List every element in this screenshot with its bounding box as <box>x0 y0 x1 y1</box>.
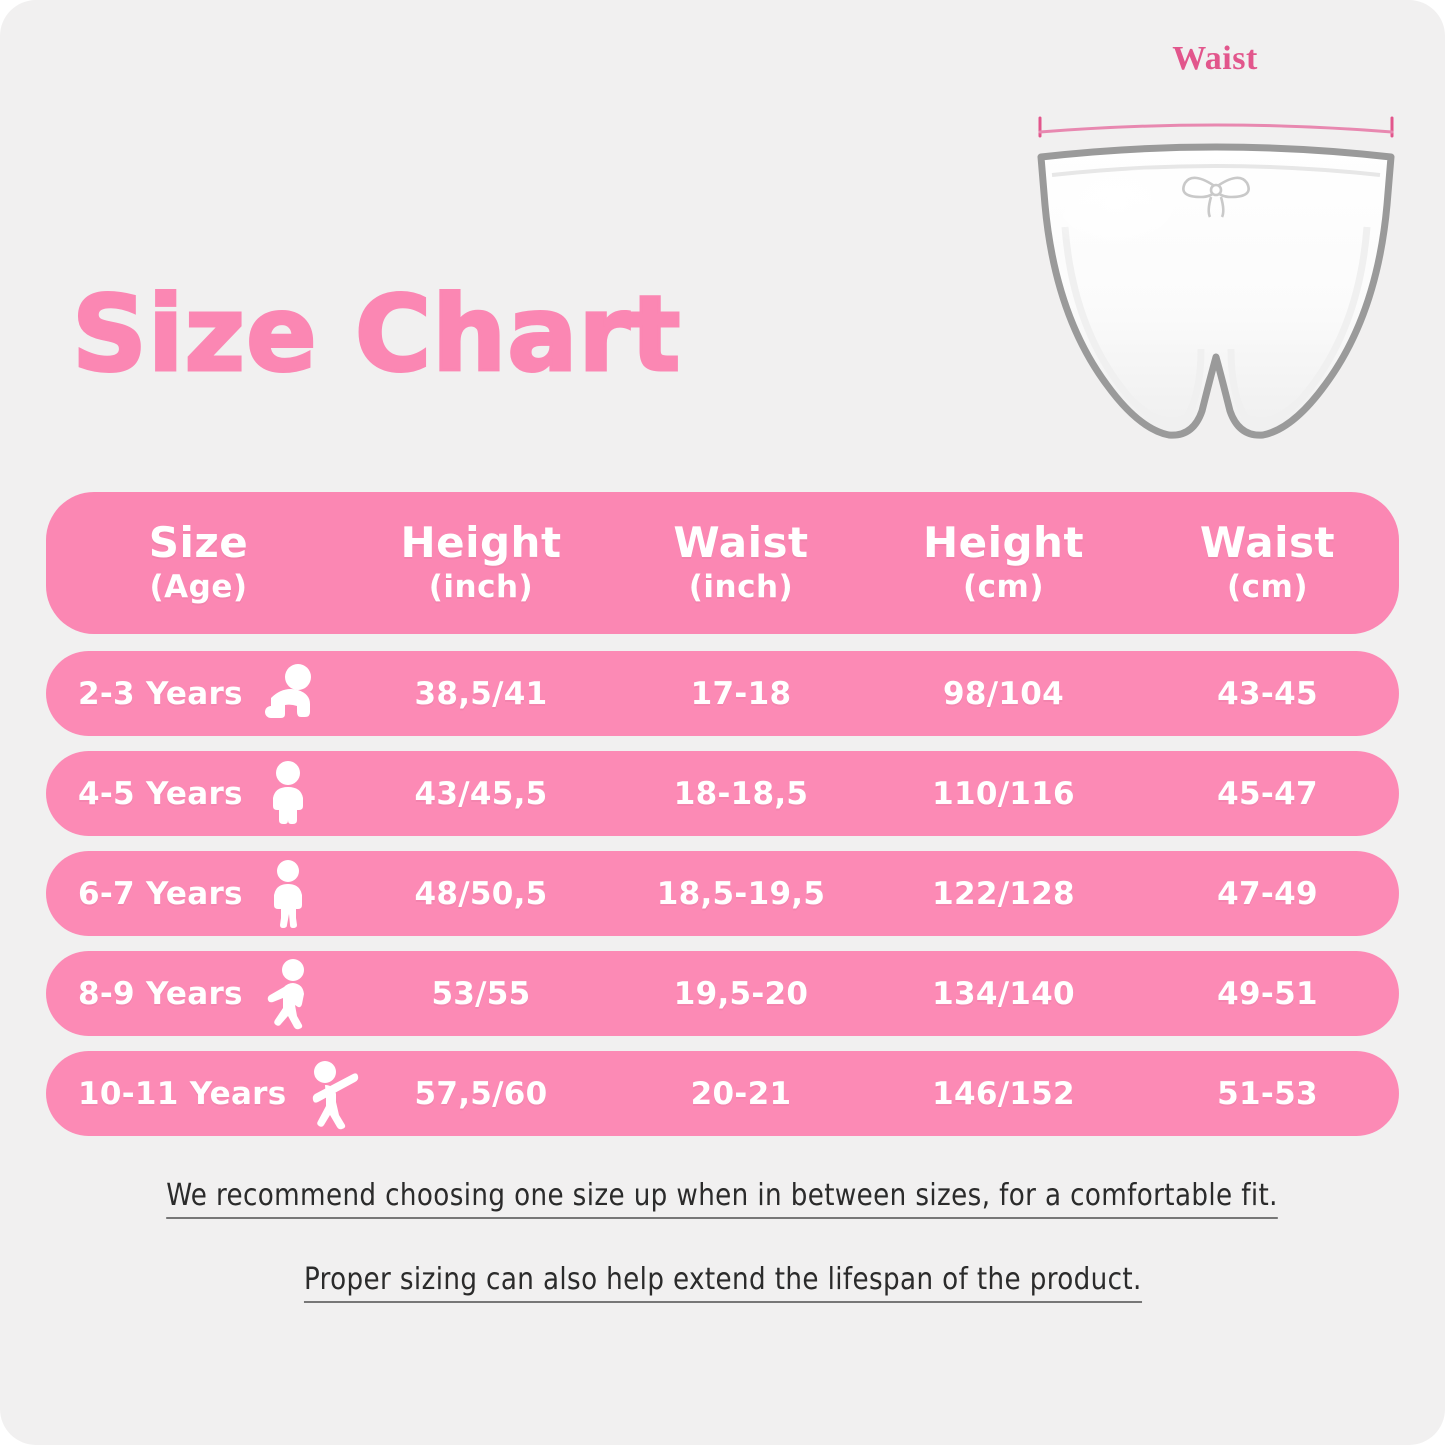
table-row: 10-11 Years 57,5/60 20-21 146/152 51-53 <box>46 1051 1399 1136</box>
row-waist-cm: 51-53 <box>1217 1075 1318 1112</box>
note-line-1-text: We recommend choosing one size up when i… <box>166 1178 1279 1219</box>
row-height-inch: 38,5/41 <box>414 675 548 712</box>
row-height-inch: 57,5/60 <box>414 1075 548 1112</box>
header-height-cm: Height (cm) <box>871 519 1136 607</box>
table-row: 6-7 Years 48/50,5 18,5-19,5 122/128 47-4… <box>46 851 1399 936</box>
waist-measure-arrow-icon <box>1038 116 1394 138</box>
note-line-1: We recommend choosing one size up when i… <box>0 1178 1445 1219</box>
header-waist-cm-name: Waist <box>1199 518 1336 567</box>
row-size-cell: 10-11 Years <box>46 1058 358 1130</box>
row-size-cell: 2-3 Years <box>46 658 351 730</box>
header-size: Size (Age) <box>46 519 351 607</box>
walking-child-icon <box>267 958 304 1029</box>
page-title: Size Chart <box>70 273 682 395</box>
header-waist-inch: Waist (inch) <box>611 519 871 607</box>
header-waist-cm-unit: (cm) <box>1226 569 1308 605</box>
table-row: 4-5 Years 43/45,5 18-18,5 110/116 45-47 <box>46 751 1399 836</box>
row-waist-cm: 47-49 <box>1217 875 1318 912</box>
standing-child-icon <box>273 859 302 928</box>
row-age-label: 8-9 Years <box>78 975 243 1012</box>
row-age-label: 4-5 Years <box>78 775 243 812</box>
table-row: 2-3 Years 38,5/41 17-18 98/104 43-45 <box>46 651 1399 736</box>
header-size-unit: (Age) <box>149 569 248 605</box>
header-height-inch-unit: (inch) <box>428 569 534 605</box>
row-height-cm: 146/152 <box>932 1075 1075 1112</box>
row-height-inch: 53/55 <box>431 975 531 1012</box>
size-table: Size (Age) Height (inch) Waist (inch) He… <box>46 492 1399 1136</box>
table-row: 8-9 Years 53/55 19,5-20 134/140 49-51 <box>46 951 1399 1036</box>
header-size-name: Size <box>148 518 249 567</box>
row-age-label: 6-7 Years <box>78 875 243 912</box>
row-height-cm: 98/104 <box>943 675 1064 712</box>
row-height-inch: 43/45,5 <box>414 775 548 812</box>
crawling-baby-icon <box>264 663 311 718</box>
note-line-2: Proper sizing can also help extend the l… <box>0 1262 1445 1303</box>
table-header-row: Size (Age) Height (inch) Waist (inch) He… <box>46 492 1399 634</box>
row-waist-inch: 17-18 <box>690 675 792 712</box>
row-height-cm: 122/128 <box>932 875 1075 912</box>
waist-measure-label: Waist <box>1172 40 1258 77</box>
underwear-garment-icon <box>1037 143 1395 439</box>
row-age-label: 10-11 Years <box>78 1075 287 1112</box>
row-size-cell: 6-7 Years <box>46 858 351 930</box>
row-waist-inch: 20-21 <box>690 1075 792 1112</box>
row-height-inch: 48/50,5 <box>414 875 548 912</box>
row-waist-cm: 45-47 <box>1217 775 1318 812</box>
arm-raised-child-icon <box>312 1060 358 1129</box>
row-size-cell: 8-9 Years <box>46 958 351 1030</box>
row-age-label: 2-3 Years <box>78 675 243 712</box>
header-waist-inch-unit: (inch) <box>688 569 794 605</box>
row-waist-inch: 18-18,5 <box>673 775 809 812</box>
row-height-cm: 134/140 <box>932 975 1075 1012</box>
row-waist-inch: 18,5-19,5 <box>656 875 826 912</box>
header-height-cm-name: Height <box>922 518 1085 567</box>
header-waist-cm: Waist (cm) <box>1136 519 1399 607</box>
header-height-inch: Height (inch) <box>351 519 611 607</box>
product-illustration: Waist <box>1015 40 1415 450</box>
standing-toddler-icon <box>272 760 303 824</box>
note-line-2-text: Proper sizing can also help extend the l… <box>303 1262 1142 1303</box>
row-size-cell: 4-5 Years <box>46 758 351 830</box>
header-height-cm-unit: (cm) <box>962 569 1044 605</box>
header-height-inch-name: Height <box>400 518 562 567</box>
row-waist-inch: 19,5-20 <box>673 975 809 1012</box>
row-waist-cm: 49-51 <box>1217 975 1318 1012</box>
row-height-cm: 110/116 <box>932 775 1075 812</box>
row-waist-cm: 43-45 <box>1217 675 1318 712</box>
header-waist-inch-name: Waist <box>673 518 809 567</box>
